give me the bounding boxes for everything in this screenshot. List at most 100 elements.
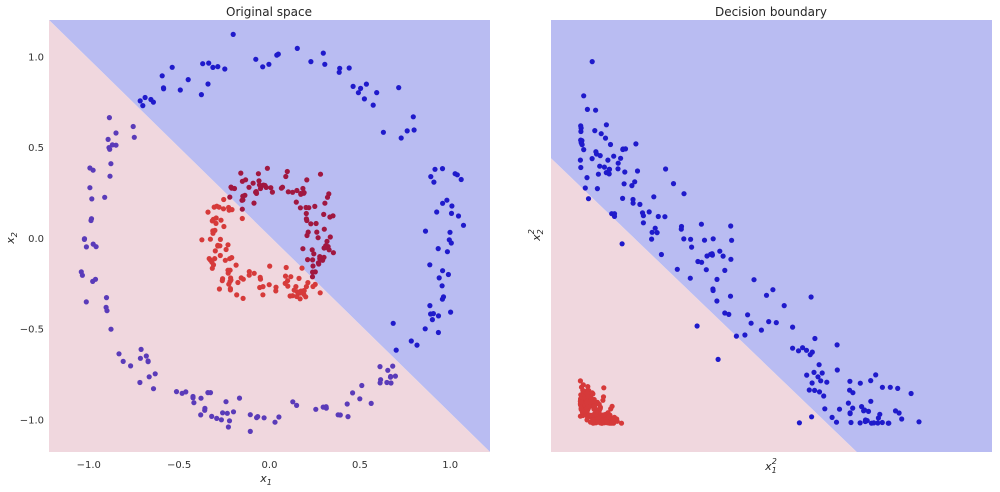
point-original-inner xyxy=(257,185,264,192)
point-original-outer xyxy=(452,171,458,177)
point-original-inner xyxy=(311,251,317,257)
point-original-inner xyxy=(226,204,232,211)
point-original-inner xyxy=(227,286,233,292)
point-original-inner xyxy=(284,168,290,175)
point-original-outer xyxy=(92,276,99,282)
point-original-inner xyxy=(251,270,257,276)
x-tick-label: −0.5 xyxy=(167,460,191,471)
point-mapped-outer xyxy=(717,248,723,254)
chart-title: Original space xyxy=(226,5,312,19)
point-mapped-outer xyxy=(824,379,830,385)
point-original-outer xyxy=(361,96,367,102)
point-original-outer xyxy=(90,167,96,173)
point-original-outer xyxy=(198,92,204,98)
point-original-inner xyxy=(326,247,332,253)
point-original-outer xyxy=(215,64,221,70)
point-original-outer xyxy=(207,390,214,396)
point-original-outer xyxy=(448,309,454,315)
point-original-inner xyxy=(321,226,327,232)
point-original-outer xyxy=(206,60,212,66)
point-original-outer xyxy=(266,61,272,67)
point-mapped-outer xyxy=(606,171,612,177)
x-tick-label: 0.0 xyxy=(262,460,278,471)
point-original-inner xyxy=(293,284,299,290)
point-original-inner xyxy=(256,178,262,184)
point-mapped-outer xyxy=(633,141,639,147)
point-mapped-inner xyxy=(587,399,594,405)
point-mapped-outer xyxy=(751,277,757,283)
point-original-inner xyxy=(273,284,279,290)
point-mapped-outer xyxy=(836,406,843,412)
point-original-outer xyxy=(427,303,433,309)
point-original-inner xyxy=(210,262,217,268)
point-original-inner xyxy=(285,283,291,289)
point-original-outer xyxy=(191,400,197,406)
point-original-outer xyxy=(308,59,314,65)
point-original-outer xyxy=(439,283,445,289)
point-mapped-outer xyxy=(857,380,863,386)
point-original-inner xyxy=(225,242,231,248)
point-mapped-outer xyxy=(710,286,716,292)
point-original-outer xyxy=(218,417,224,423)
point-original-inner xyxy=(330,213,336,219)
point-mapped-outer xyxy=(726,311,732,317)
point-mapped-outer xyxy=(597,153,603,159)
point-original-inner xyxy=(212,256,218,262)
point-original-outer xyxy=(398,135,404,141)
point-original-inner xyxy=(293,199,299,205)
point-original-inner xyxy=(300,185,306,192)
point-mapped-outer xyxy=(584,106,591,112)
point-original-inner xyxy=(233,262,239,268)
point-mapped-outer xyxy=(611,153,617,159)
point-original-inner xyxy=(199,237,205,243)
point-original-outer xyxy=(137,379,143,386)
point-original-inner xyxy=(309,247,315,253)
point-original-inner xyxy=(321,254,327,260)
point-mapped-outer xyxy=(699,259,705,265)
point-original-inner xyxy=(205,209,211,215)
point-original-outer xyxy=(146,374,152,380)
point-mapped-inner xyxy=(578,405,584,411)
point-original-outer xyxy=(434,209,440,215)
point-original-outer xyxy=(350,390,356,396)
point-original-outer xyxy=(152,371,158,377)
point-mapped-outer xyxy=(593,149,599,155)
point-mapped-inner xyxy=(599,420,605,426)
point-mapped-outer xyxy=(634,168,641,174)
point-mapped-inner xyxy=(584,417,590,423)
point-mapped-outer xyxy=(908,390,914,397)
point-original-inner xyxy=(300,246,306,252)
point-original-outer xyxy=(427,262,433,268)
point-mapped-outer xyxy=(584,175,590,181)
panel-original-space: Original space −1.0 −0.5 0.0 0.5 1.0 1.0 0.5 0… xyxy=(4,5,490,487)
point-original-outer xyxy=(435,313,442,319)
point-original-outer xyxy=(294,45,300,52)
point-original-inner xyxy=(317,254,323,260)
point-original-inner xyxy=(240,197,246,203)
point-mapped-outer xyxy=(800,345,806,351)
point-original-outer xyxy=(422,326,428,332)
point-mapped-outer xyxy=(655,213,661,220)
point-mapped-outer xyxy=(703,267,709,273)
point-original-outer xyxy=(460,222,467,228)
point-mapped-outer xyxy=(714,276,720,282)
point-mapped-outer xyxy=(892,408,899,414)
point-original-inner xyxy=(209,218,215,224)
point-original-outer xyxy=(445,271,451,278)
point-mapped-inner xyxy=(604,419,610,425)
point-original-outer xyxy=(429,317,435,323)
point-mapped-outer xyxy=(758,327,765,333)
point-original-outer xyxy=(276,414,282,420)
point-mapped-outer xyxy=(606,166,613,172)
point-original-inner xyxy=(255,171,261,177)
point-original-inner xyxy=(218,217,224,223)
point-original-inner xyxy=(312,203,318,209)
point-mapped-outer xyxy=(763,292,770,298)
point-original-outer xyxy=(230,409,237,415)
y-tick-label: 1.0 xyxy=(28,52,44,63)
point-original-inner xyxy=(220,276,226,282)
point-mapped-outer xyxy=(619,241,625,247)
point-original-outer xyxy=(320,50,326,56)
point-original-outer xyxy=(345,414,351,420)
point-mapped-outer xyxy=(829,414,835,420)
